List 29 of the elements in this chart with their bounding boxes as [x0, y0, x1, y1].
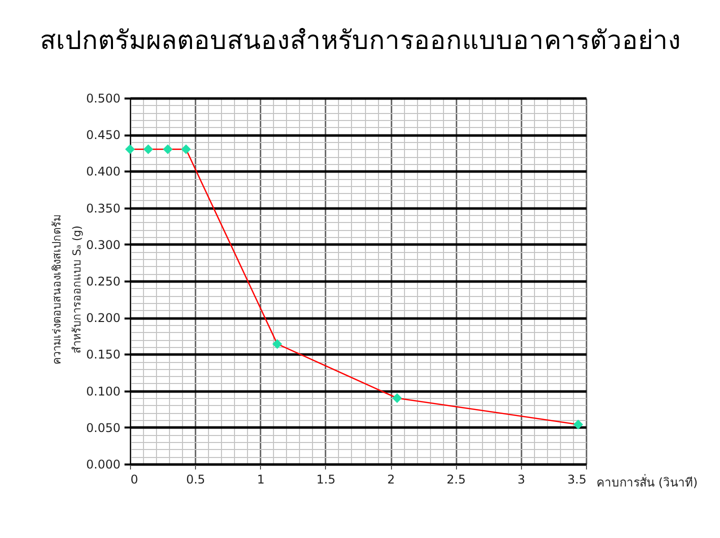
x-tick-label: 1	[256, 472, 265, 486]
y-tick-label: 0.200	[86, 311, 120, 326]
x-tick-label: 2.5	[446, 472, 466, 486]
x-tick-label: 3.5	[567, 472, 586, 486]
chart-title: สเปกตรัมผลตอบสนองสำหรับการออกแบบอาคารตัวอย่าง	[40, 26, 681, 56]
y-axis-title: ความเร่งตอบสนองเชิงสเปกตรัม สำหรับการออกแบบ Sₐ (g)	[50, 214, 84, 364]
x-tick-label: 1.5	[316, 472, 336, 486]
x-axis-title: คาบการสั่น (วินาที)	[596, 474, 698, 490]
y-tick-label: 0.050	[86, 420, 120, 435]
point	[392, 393, 402, 403]
y-tick-label: 0.350	[86, 201, 120, 216]
point	[162, 144, 173, 154]
x-tick-label: 3	[518, 472, 526, 486]
point	[272, 339, 282, 349]
x-tick-label: 0.5	[186, 472, 206, 486]
point	[573, 420, 584, 430]
y-tick-label: 0.400	[86, 164, 120, 179]
point	[143, 144, 154, 154]
y-tick-label: 0.150	[86, 348, 120, 362]
y-tick-label: 0.450	[86, 128, 120, 142]
y-tick-label: 0.300	[86, 238, 120, 252]
y-tick-label: 0.100	[86, 384, 120, 398]
y-tick-label: 0.250	[86, 274, 120, 288]
point	[181, 144, 191, 154]
y-tick-label: 0.500	[86, 92, 120, 106]
point	[125, 144, 135, 154]
x-tick-label: 2	[387, 472, 395, 486]
x-tick-label: 0	[130, 472, 138, 486]
y-tick-label: 0.000	[86, 458, 120, 472]
